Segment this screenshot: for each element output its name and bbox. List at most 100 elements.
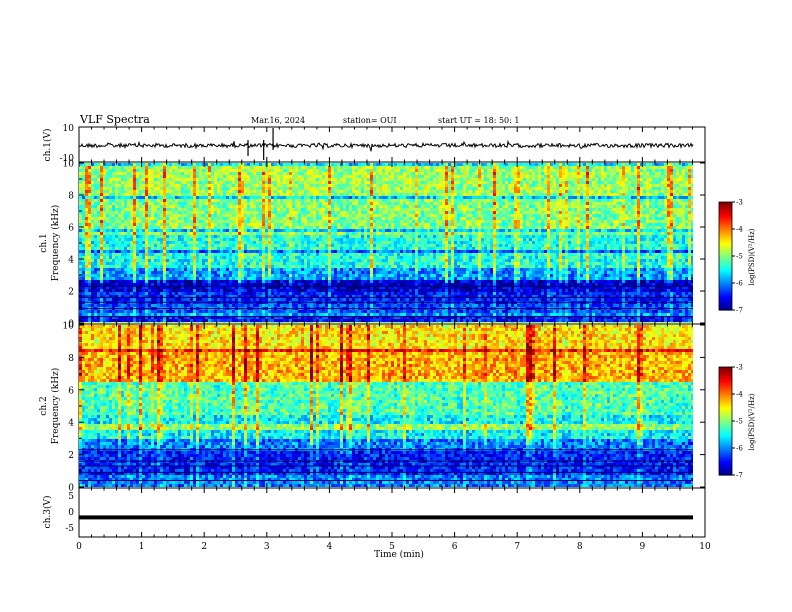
spectrogram-cell: [457, 169, 460, 172]
spectrogram-cell: [142, 172, 145, 175]
spectrogram-cell: [196, 169, 199, 172]
spectrogram-cell: [340, 202, 343, 205]
spectrogram-cell: [424, 196, 427, 199]
spectrogram-cell: [211, 172, 214, 175]
spectrogram-cell: [199, 166, 202, 169]
spectrogram-cell: [589, 193, 592, 196]
spectrogram-cell: [244, 211, 247, 214]
spectrogram-cell: [196, 166, 199, 169]
spectrogram-cell: [580, 208, 583, 211]
spectrogram-cell: [223, 172, 226, 175]
spectrogram-cell: [220, 163, 223, 166]
spectrogram-cell: [634, 175, 637, 178]
spectrogram-cell: [691, 187, 693, 190]
spectrogram-cell: [208, 187, 211, 190]
spectrogram-cell: [151, 235, 154, 238]
spectrogram-cell: [100, 178, 103, 181]
spectrogram-cell: [538, 184, 541, 187]
spectrogram-cell: [619, 202, 622, 205]
spectrogram-cell: [400, 229, 403, 232]
spectrogram-cell: [178, 205, 181, 208]
spectrogram-cell: [232, 226, 235, 229]
spectrogram-cell: [568, 229, 571, 232]
spectrogram-cell: [685, 217, 688, 220]
spectrogram-cell: [361, 232, 364, 235]
spectrogram-cell: [313, 211, 316, 214]
spectrogram-cell: [109, 172, 112, 175]
spectrogram-cell: [463, 217, 466, 220]
spectrogram-cell: [118, 184, 121, 187]
spectrogram-cell: [301, 202, 304, 205]
spectrogram-cell: [184, 205, 187, 208]
spectrogram-cell: [445, 166, 448, 169]
spectrogram-cell: [286, 229, 289, 232]
spectrogram-cell: [316, 229, 319, 232]
spectrogram-cell: [232, 196, 235, 199]
spectrogram-cell: [334, 169, 337, 172]
spectrogram-cell: [373, 163, 376, 166]
spectrogram-cell: [352, 166, 355, 169]
spectrogram-cell: [178, 232, 181, 235]
spectrogram-cell: [166, 169, 169, 172]
spectrogram-cell: [199, 187, 202, 190]
spectrogram-cell: [478, 211, 481, 214]
spectrogram-cell: [601, 223, 604, 226]
spectrogram-cell: [433, 232, 436, 235]
spectrogram-cell: [427, 202, 430, 205]
spectrogram-cell: [130, 178, 133, 181]
spectrogram-cell: [511, 193, 514, 196]
spectrogram-cell: [562, 205, 565, 208]
spectrogram-cell: [193, 172, 196, 175]
spectrogram-cell: [574, 184, 577, 187]
spectrogram-cell: [157, 229, 160, 232]
spectrogram-cell: [328, 223, 331, 226]
spectrogram-cell: [439, 193, 442, 196]
spectrogram-cell: [343, 208, 346, 211]
spectrogram-cell: [232, 181, 235, 184]
spectrogram-cell: [343, 223, 346, 226]
spectrogram-cell: [289, 178, 292, 181]
spectrogram-cell: [367, 205, 370, 208]
spectrogram-cell: [142, 166, 145, 169]
spectrogram-cell: [556, 196, 559, 199]
spectrogram-cell: [349, 229, 352, 232]
spectrogram-cell: [172, 163, 175, 166]
spectrogram-cell: [673, 184, 676, 187]
spectrogram-cell: [577, 229, 580, 232]
spectrogram-cell: [349, 181, 352, 184]
spectrogram-cell: [319, 232, 322, 235]
spectrogram-cell: [250, 223, 253, 226]
spectrogram-cell: [559, 214, 562, 217]
spectrogram-cell: [175, 184, 178, 187]
spectrogram-cell: [148, 178, 151, 181]
spectrogram-cell: [151, 166, 154, 169]
spectrogram-cell: [676, 172, 679, 175]
spectrogram-cell: [526, 220, 529, 223]
spectrogram-cell: [607, 211, 610, 214]
spectrogram-cell: [97, 187, 100, 190]
spectrogram-cell: [685, 163, 688, 166]
spectrogram-cell: [655, 184, 658, 187]
spectrogram-cell: [679, 232, 682, 235]
spectrogram-cell: [316, 196, 319, 199]
spectrogram-cell: [550, 193, 553, 196]
spectrogram-cell: [520, 190, 523, 193]
spectrogram-cell: [619, 229, 622, 232]
spectrogram-cell: [226, 232, 229, 235]
spectrogram-cell: [118, 229, 121, 232]
spectrogram-cell: [613, 175, 616, 178]
spectrogram-cell: [97, 208, 100, 211]
spectrogram-cell: [214, 205, 217, 208]
spectrogram-cell: [217, 193, 220, 196]
spectrogram-cell: [325, 166, 328, 169]
spectrogram-cell: [136, 181, 139, 184]
spectrogram-cell: [256, 202, 259, 205]
spectrogram-cell: [436, 223, 439, 226]
spectrogram-cell: [427, 166, 430, 169]
spectrogram-cell: [667, 205, 670, 208]
spectrogram-cell: [208, 163, 211, 166]
spectrogram-cell: [163, 181, 166, 184]
spectrogram-cell: [670, 214, 673, 217]
spectrogram-cell: [466, 196, 469, 199]
spectrogram-cell: [145, 220, 148, 223]
